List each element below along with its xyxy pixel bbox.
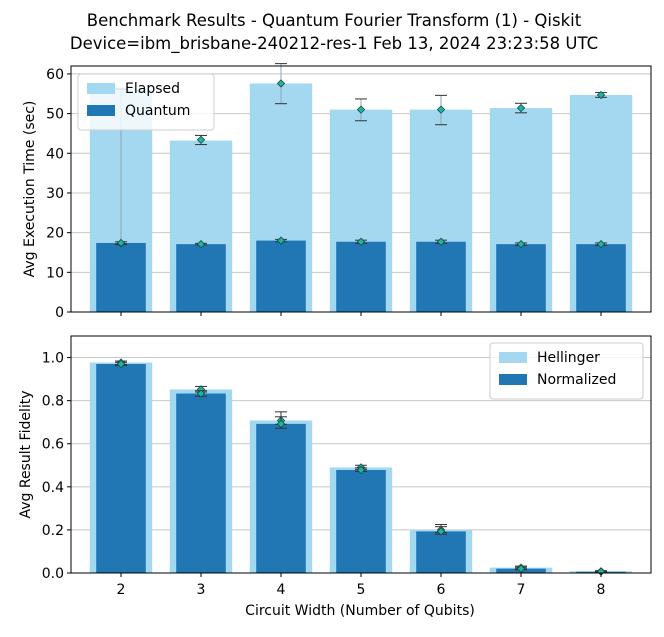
legend-label: Elapsed xyxy=(125,81,180,97)
bar-quantum xyxy=(336,241,386,312)
bar-normalized xyxy=(176,393,226,573)
y-tick-label: 10 xyxy=(46,265,64,281)
bar-quantum xyxy=(496,244,546,312)
x-tick-label: 6 xyxy=(437,582,446,598)
legend-swatch xyxy=(87,83,115,94)
data-point-marker xyxy=(516,564,526,573)
data-point-marker xyxy=(436,237,446,246)
data-point-marker xyxy=(516,103,526,113)
data-point-marker xyxy=(436,105,446,114)
legend-box xyxy=(489,342,644,400)
legend-swatch xyxy=(499,374,527,385)
fidelity-panel: 0.0 0.2 0.4 0.6 0.8 1.0 2 3 4 5 6 7 8 Avg Result Fide… xyxy=(18,335,652,598)
data-point-marker xyxy=(116,238,126,248)
bar-quantum xyxy=(416,241,466,312)
legend-label: Normalized xyxy=(537,372,616,388)
y-tick-label: 30 xyxy=(46,186,64,202)
x-tick-label: 5 xyxy=(357,582,366,598)
data-point-marker xyxy=(196,239,206,249)
x-tick-label: 3 xyxy=(197,582,206,598)
y-tick-label: 0.0 xyxy=(42,566,64,582)
data-point-marker xyxy=(356,465,366,475)
bar-quantum xyxy=(576,244,626,312)
bar-quantum xyxy=(176,244,226,312)
y-tick-label: 0.4 xyxy=(42,480,64,496)
y-axis-label: Avg Execution Time (sec) xyxy=(22,101,38,278)
y-tick-label: 20 xyxy=(46,226,64,242)
bar-normalized xyxy=(336,470,386,573)
bar-quantum xyxy=(256,240,306,312)
data-point-marker xyxy=(596,90,606,100)
bar-normalized xyxy=(96,364,146,573)
data-point-marker xyxy=(436,527,446,536)
y-axis-label: Avg Result Fidelity xyxy=(18,390,34,518)
x-axis-label: Circuit Width (Number of Qubits) xyxy=(245,603,475,619)
legend-swatch xyxy=(499,352,527,363)
data-point-marker xyxy=(196,135,206,144)
data-point-marker xyxy=(276,236,286,245)
data-point-marker xyxy=(356,237,366,246)
y-tick-label: 0.8 xyxy=(42,394,64,410)
y-tick-label: 0.2 xyxy=(42,523,64,539)
data-point-marker xyxy=(276,79,286,88)
x-tick-label: 4 xyxy=(277,582,286,598)
y-tick-label: 50 xyxy=(46,107,64,123)
legend-label: Quantum xyxy=(125,103,190,119)
bar-quantum xyxy=(96,242,146,312)
x-tick-label: 7 xyxy=(517,582,526,598)
legend-swatch xyxy=(87,105,115,116)
legend-label: Hellinger xyxy=(537,350,600,366)
x-tick-label: 2 xyxy=(117,582,126,598)
x-tick-label: 8 xyxy=(597,582,606,598)
bar-normalized xyxy=(416,531,466,573)
data-point-marker xyxy=(356,105,366,114)
data-point-marker xyxy=(196,389,206,398)
data-point-marker xyxy=(516,239,526,249)
y-tick-label: 0 xyxy=(55,305,64,321)
y-tick-label: 1.0 xyxy=(42,351,64,367)
execution-time-panel: 0 10 20 30 40 50 60 Avg Execution Time (sec) Ela… xyxy=(22,63,652,321)
y-tick-label: 0.6 xyxy=(42,437,64,453)
data-point-marker xyxy=(596,239,606,249)
data-point-marker xyxy=(276,419,286,429)
chart-title-line1: Benchmark Results - Quantum Fourier Tran… xyxy=(87,11,582,30)
chart-title-line2: Device=ibm_brisbane-240212-res-1 Feb 13,… xyxy=(70,34,598,54)
bar-normalized xyxy=(256,423,306,573)
y-tick-label: 60 xyxy=(46,67,64,83)
data-point-marker xyxy=(116,359,126,369)
y-tick-label: 40 xyxy=(46,146,64,162)
